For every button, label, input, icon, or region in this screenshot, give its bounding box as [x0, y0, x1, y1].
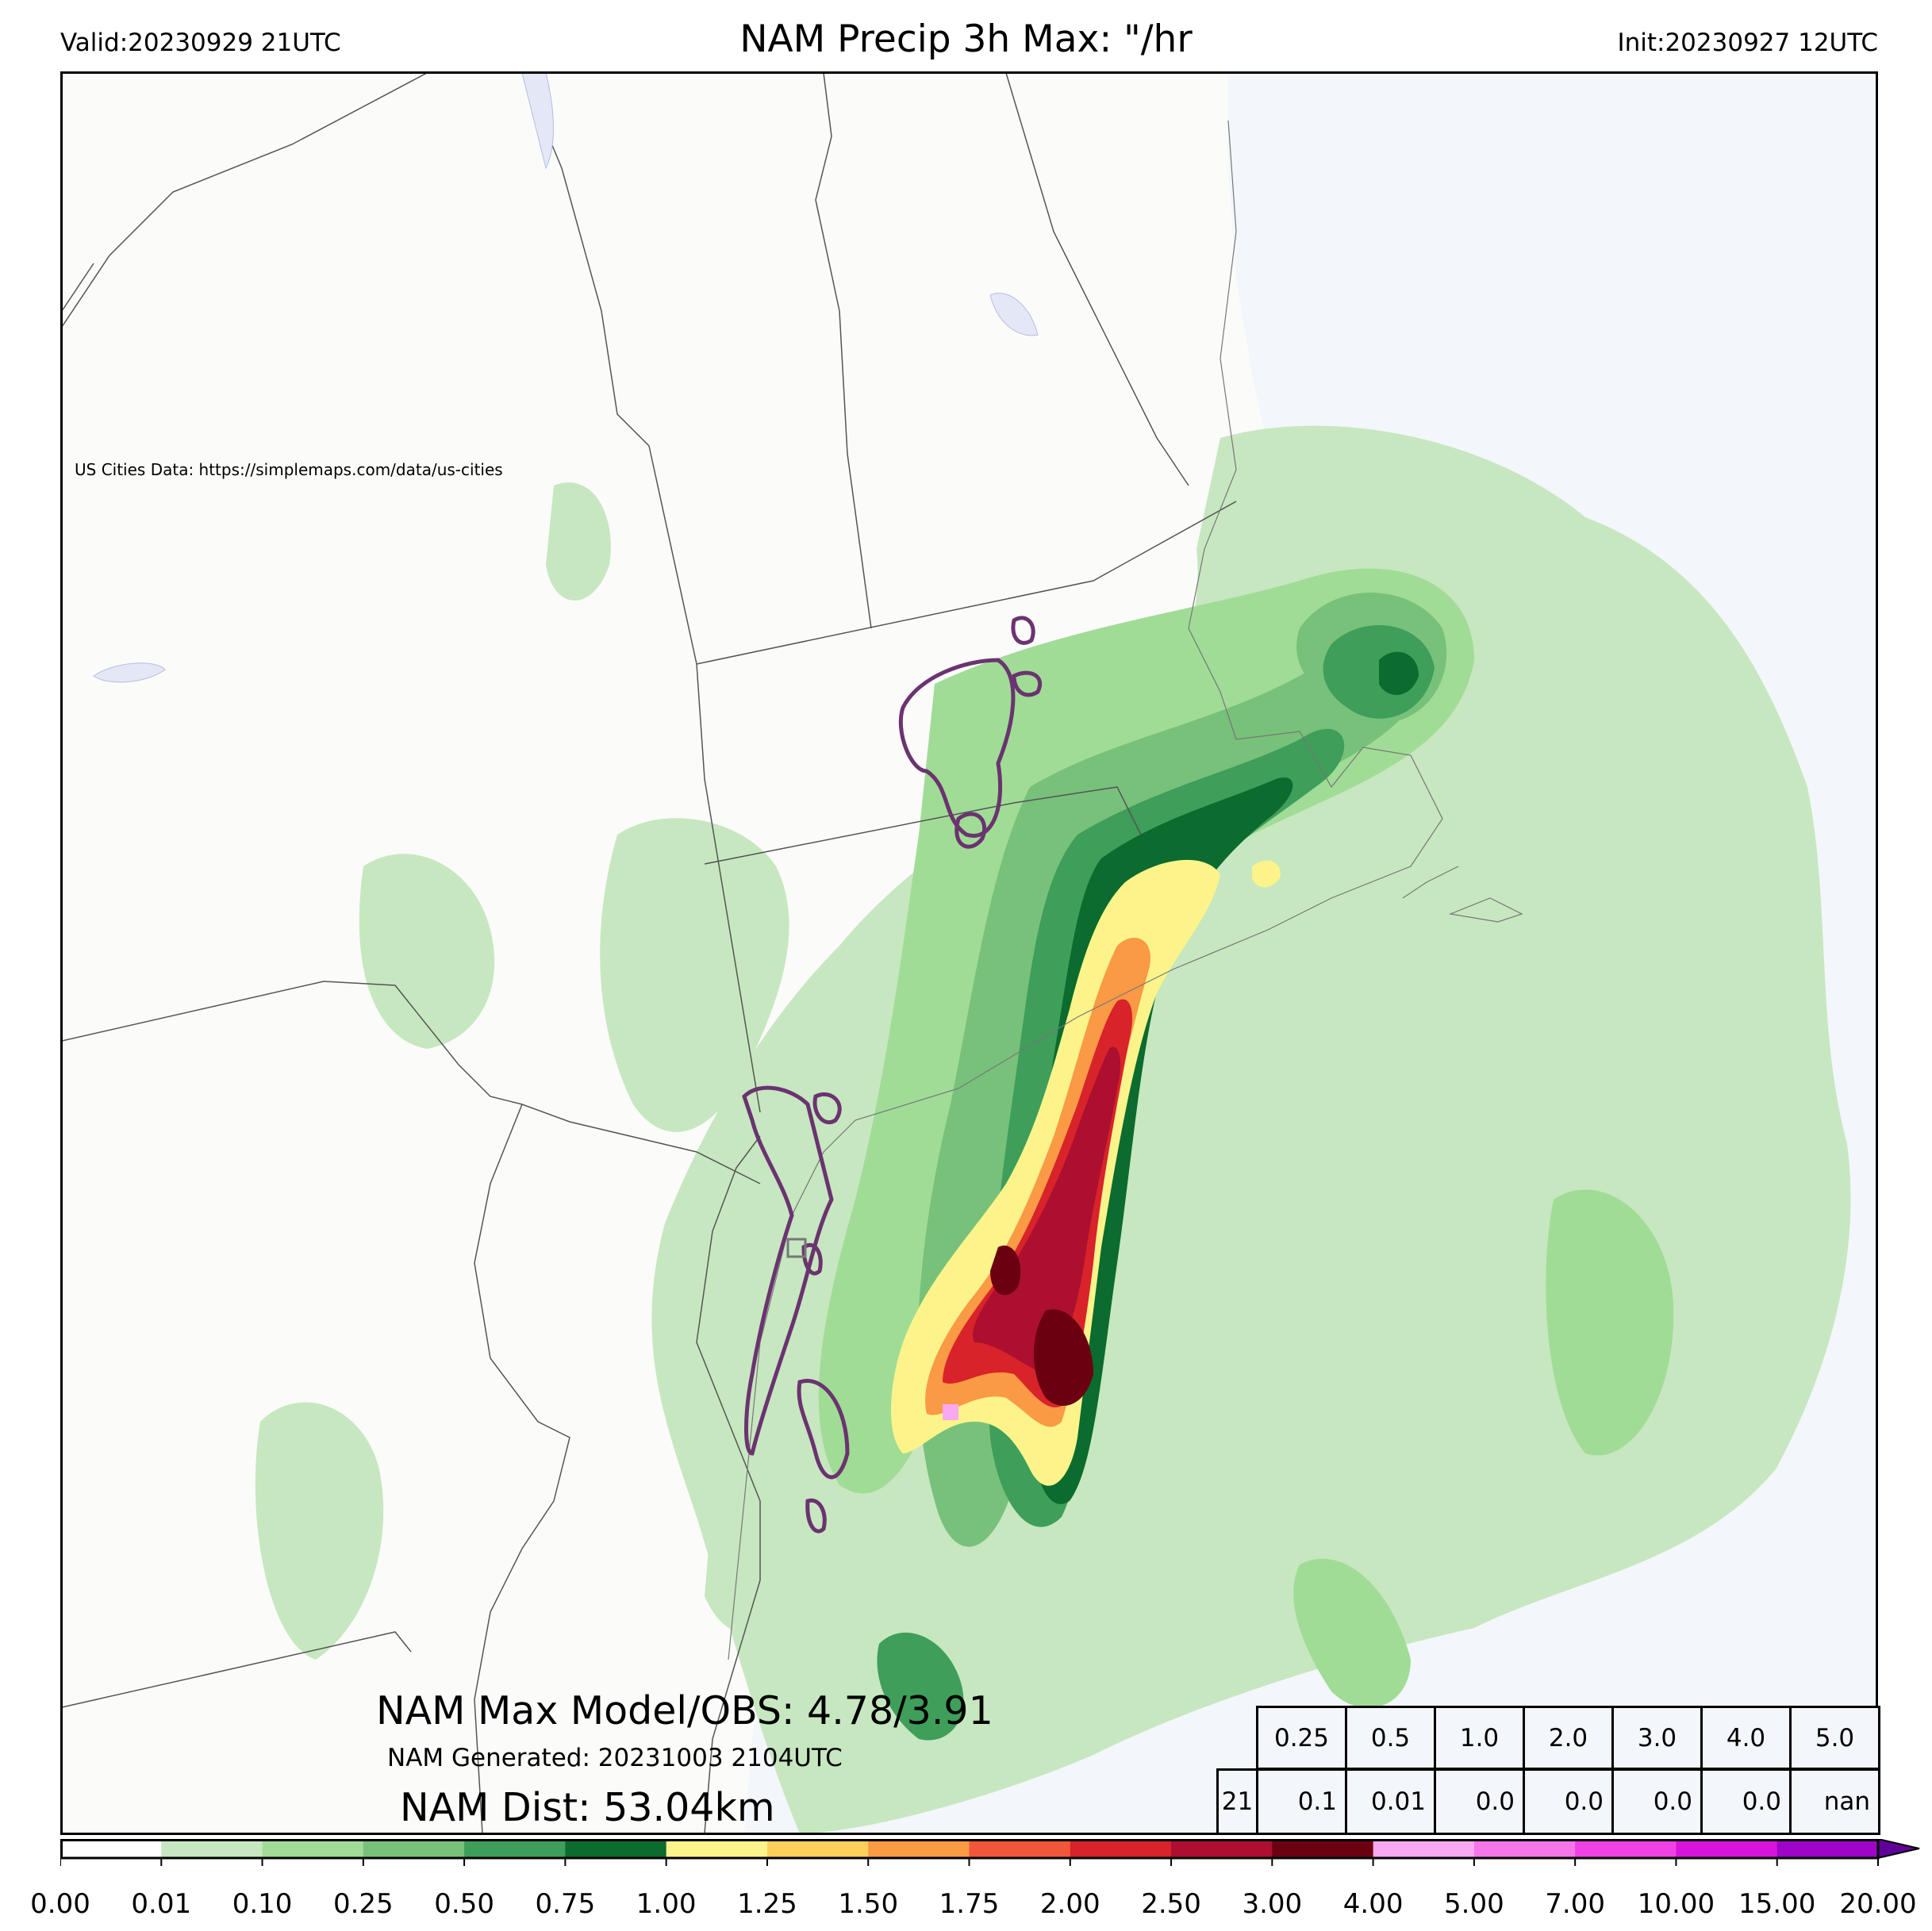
- stats-value-cell: nan: [1789, 1768, 1880, 1835]
- colorbar-tick-label: 0.10: [232, 1888, 293, 1920]
- precip-heavy-core: [891, 859, 1461, 1802]
- stats-threshold-cell: 5.0: [1789, 1706, 1880, 1770]
- colorbar-tick-label: 4.00: [1342, 1888, 1404, 1920]
- precip-map: [62, 73, 1878, 1833]
- colorbar-segment: [1776, 1839, 1879, 1858]
- colorbar-segment: [1171, 1839, 1273, 1858]
- map-title: NAM Precip 3h Max: "/hr: [739, 17, 1193, 61]
- colorbar-tick-label: 20.00: [1839, 1888, 1917, 1920]
- stats-table: 0.25 0.5 1.0 2.0 3.0 4.0 5.0 21 0.1 0.01 0.0 0.0 0.0…: [1200, 1706, 1880, 1835]
- init-time-label: Init:20230927 12UTC: [1617, 29, 1878, 57]
- colorbar-segment: [262, 1839, 364, 1858]
- colorbar-segment: [464, 1839, 566, 1858]
- colorbar-tick-label: 2.50: [1141, 1888, 1201, 1920]
- colorbar-tick-label: 1.25: [737, 1888, 797, 1920]
- stats-value-cell: 0.1: [1256, 1768, 1347, 1835]
- colorbar-segment: [969, 1839, 1071, 1858]
- colorbar-tick-label: 3.00: [1242, 1888, 1303, 1920]
- colorbar-extend-arrow: [1877, 1839, 1920, 1860]
- colorbar-tick-label: 5.00: [1444, 1888, 1504, 1920]
- colorbar-tick-label: 0.00: [30, 1888, 90, 1920]
- stats-threshold-cell: 0.25: [1256, 1706, 1347, 1770]
- station-marker: [786, 1238, 807, 1258]
- colorbar-segment: [60, 1839, 162, 1858]
- colorbar-segment: [766, 1839, 869, 1858]
- stats-value-cell: 0.01: [1345, 1768, 1436, 1835]
- colorbar-segment: [868, 1839, 970, 1858]
- colorbar-tick-label: 1.00: [636, 1888, 697, 1920]
- colorbar-segment: [161, 1839, 263, 1858]
- cities-data-credit: US Cities Data: https://simplemaps.com/d…: [75, 460, 503, 479]
- colorbar-tick-label: 0.01: [131, 1888, 192, 1920]
- colorbar-segment: [1070, 1839, 1172, 1858]
- colorbar-segment: [1373, 1839, 1475, 1858]
- colorbar-segment: [1676, 1839, 1778, 1858]
- colorbar-tick-label: 1.50: [838, 1888, 899, 1920]
- map-canvas: [62, 73, 1878, 1833]
- stats-value-cell: 0.0: [1523, 1768, 1614, 1835]
- max-model-obs-text: NAM Max Model/OBS: 4.78/3.91: [376, 1688, 993, 1733]
- generated-time-text: NAM Generated: 20231003 2104UTC: [387, 1744, 843, 1772]
- stats-value-cell: 0.0: [1611, 1768, 1703, 1835]
- colorbar-segment: [1473, 1839, 1576, 1858]
- stats-threshold-cell: 2.0: [1523, 1706, 1614, 1770]
- stats-row-label: 21: [1216, 1768, 1258, 1835]
- colorbar-tick-label: 0.75: [535, 1888, 596, 1920]
- stats-value-cell: 0.0: [1700, 1768, 1792, 1835]
- colorbar-tick-label: 0.50: [434, 1888, 494, 1920]
- stats-threshold-cell: 4.0: [1700, 1706, 1792, 1770]
- colorbar-segment: [666, 1839, 768, 1858]
- stats-threshold-cell: 3.0: [1611, 1706, 1703, 1770]
- colorbar-tick-label: 0.25: [332, 1888, 394, 1920]
- stats-threshold-cell: 0.5: [1345, 1706, 1436, 1770]
- coastline: [728, 120, 1523, 1660]
- colorbar-tick-label: 2.00: [1039, 1888, 1100, 1920]
- colorbar-segment: [1272, 1839, 1374, 1858]
- political-borders: [62, 73, 1237, 1833]
- colorbar-segment: [565, 1839, 667, 1858]
- colorbar-segment: [1575, 1839, 1677, 1858]
- colorbar-tick-label: 15.00: [1738, 1888, 1816, 1920]
- colorbar-tick-label: 10.00: [1637, 1888, 1715, 1920]
- colorbar-tick-label: 7.00: [1545, 1888, 1606, 1920]
- colorbar-tick-label: 1.75: [939, 1888, 1000, 1920]
- stats-value-cell: 0.0: [1434, 1768, 1525, 1835]
- valid-time-label: Valid:20230929 21UTC: [60, 29, 341, 57]
- stats-threshold-cell: 1.0: [1434, 1706, 1525, 1770]
- colorbar-segment: [363, 1839, 465, 1858]
- colorbar: [60, 1839, 1920, 1866]
- distance-text: NAM Dist: 53.04km: [400, 1785, 775, 1830]
- lakes: [93, 73, 1039, 683]
